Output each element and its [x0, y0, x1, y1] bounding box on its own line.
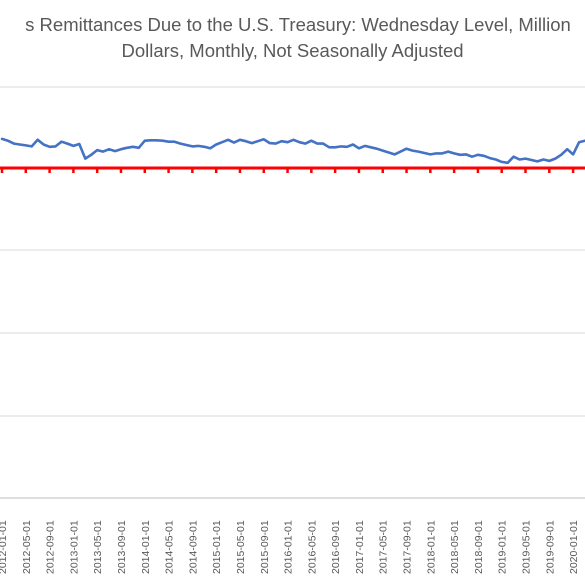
x-tick-label: 2016-01-01: [283, 520, 295, 574]
x-tick-label: 2015-05-01: [235, 520, 247, 574]
x-tick-label: 2013-05-01: [92, 520, 104, 574]
x-tick-label: 2014-01-01: [140, 520, 152, 574]
x-tick-label: 2018-05-01: [449, 520, 461, 574]
x-tick-label: 2018-09-01: [473, 520, 485, 574]
x-tick-label: 2013-01-01: [68, 520, 80, 574]
series-line: [0, 137, 585, 165]
x-tick-label: 2014-05-01: [164, 520, 176, 574]
x-tick-label: 2012-09-01: [45, 520, 57, 574]
x-tick-label: 2016-09-01: [330, 520, 342, 574]
x-tick-label: 2019-01-01: [497, 520, 509, 574]
x-tick-label: 2019-09-01: [544, 520, 556, 574]
x-tick-label: 2017-01-01: [354, 520, 366, 574]
x-tick-label: 2015-09-01: [259, 520, 271, 574]
x-tick-label: 2017-05-01: [378, 520, 390, 574]
x-tick-label: 2017-09-01: [402, 520, 414, 574]
x-tick-label: 2020-01-01: [568, 520, 580, 574]
x-tick-label: 2012-01-01: [0, 520, 9, 574]
chart-title-line-1: s Remittances Due to the U.S. Treasury: …: [25, 14, 571, 35]
x-tick-label: 2014-09-01: [187, 520, 199, 574]
x-tick-label: 2012-05-01: [21, 520, 33, 574]
x-tick-label: 2013-09-01: [116, 520, 128, 574]
x-tick-label: 2019-05-01: [521, 520, 533, 574]
x-tick-label: 2015-01-01: [211, 520, 223, 574]
chart-title-line-2: Dollars, Monthly, Not Seasonally Adjuste…: [121, 40, 464, 61]
x-tick-label: 2018-01-01: [425, 520, 437, 574]
x-tick-label: 2016-05-01: [306, 520, 318, 574]
